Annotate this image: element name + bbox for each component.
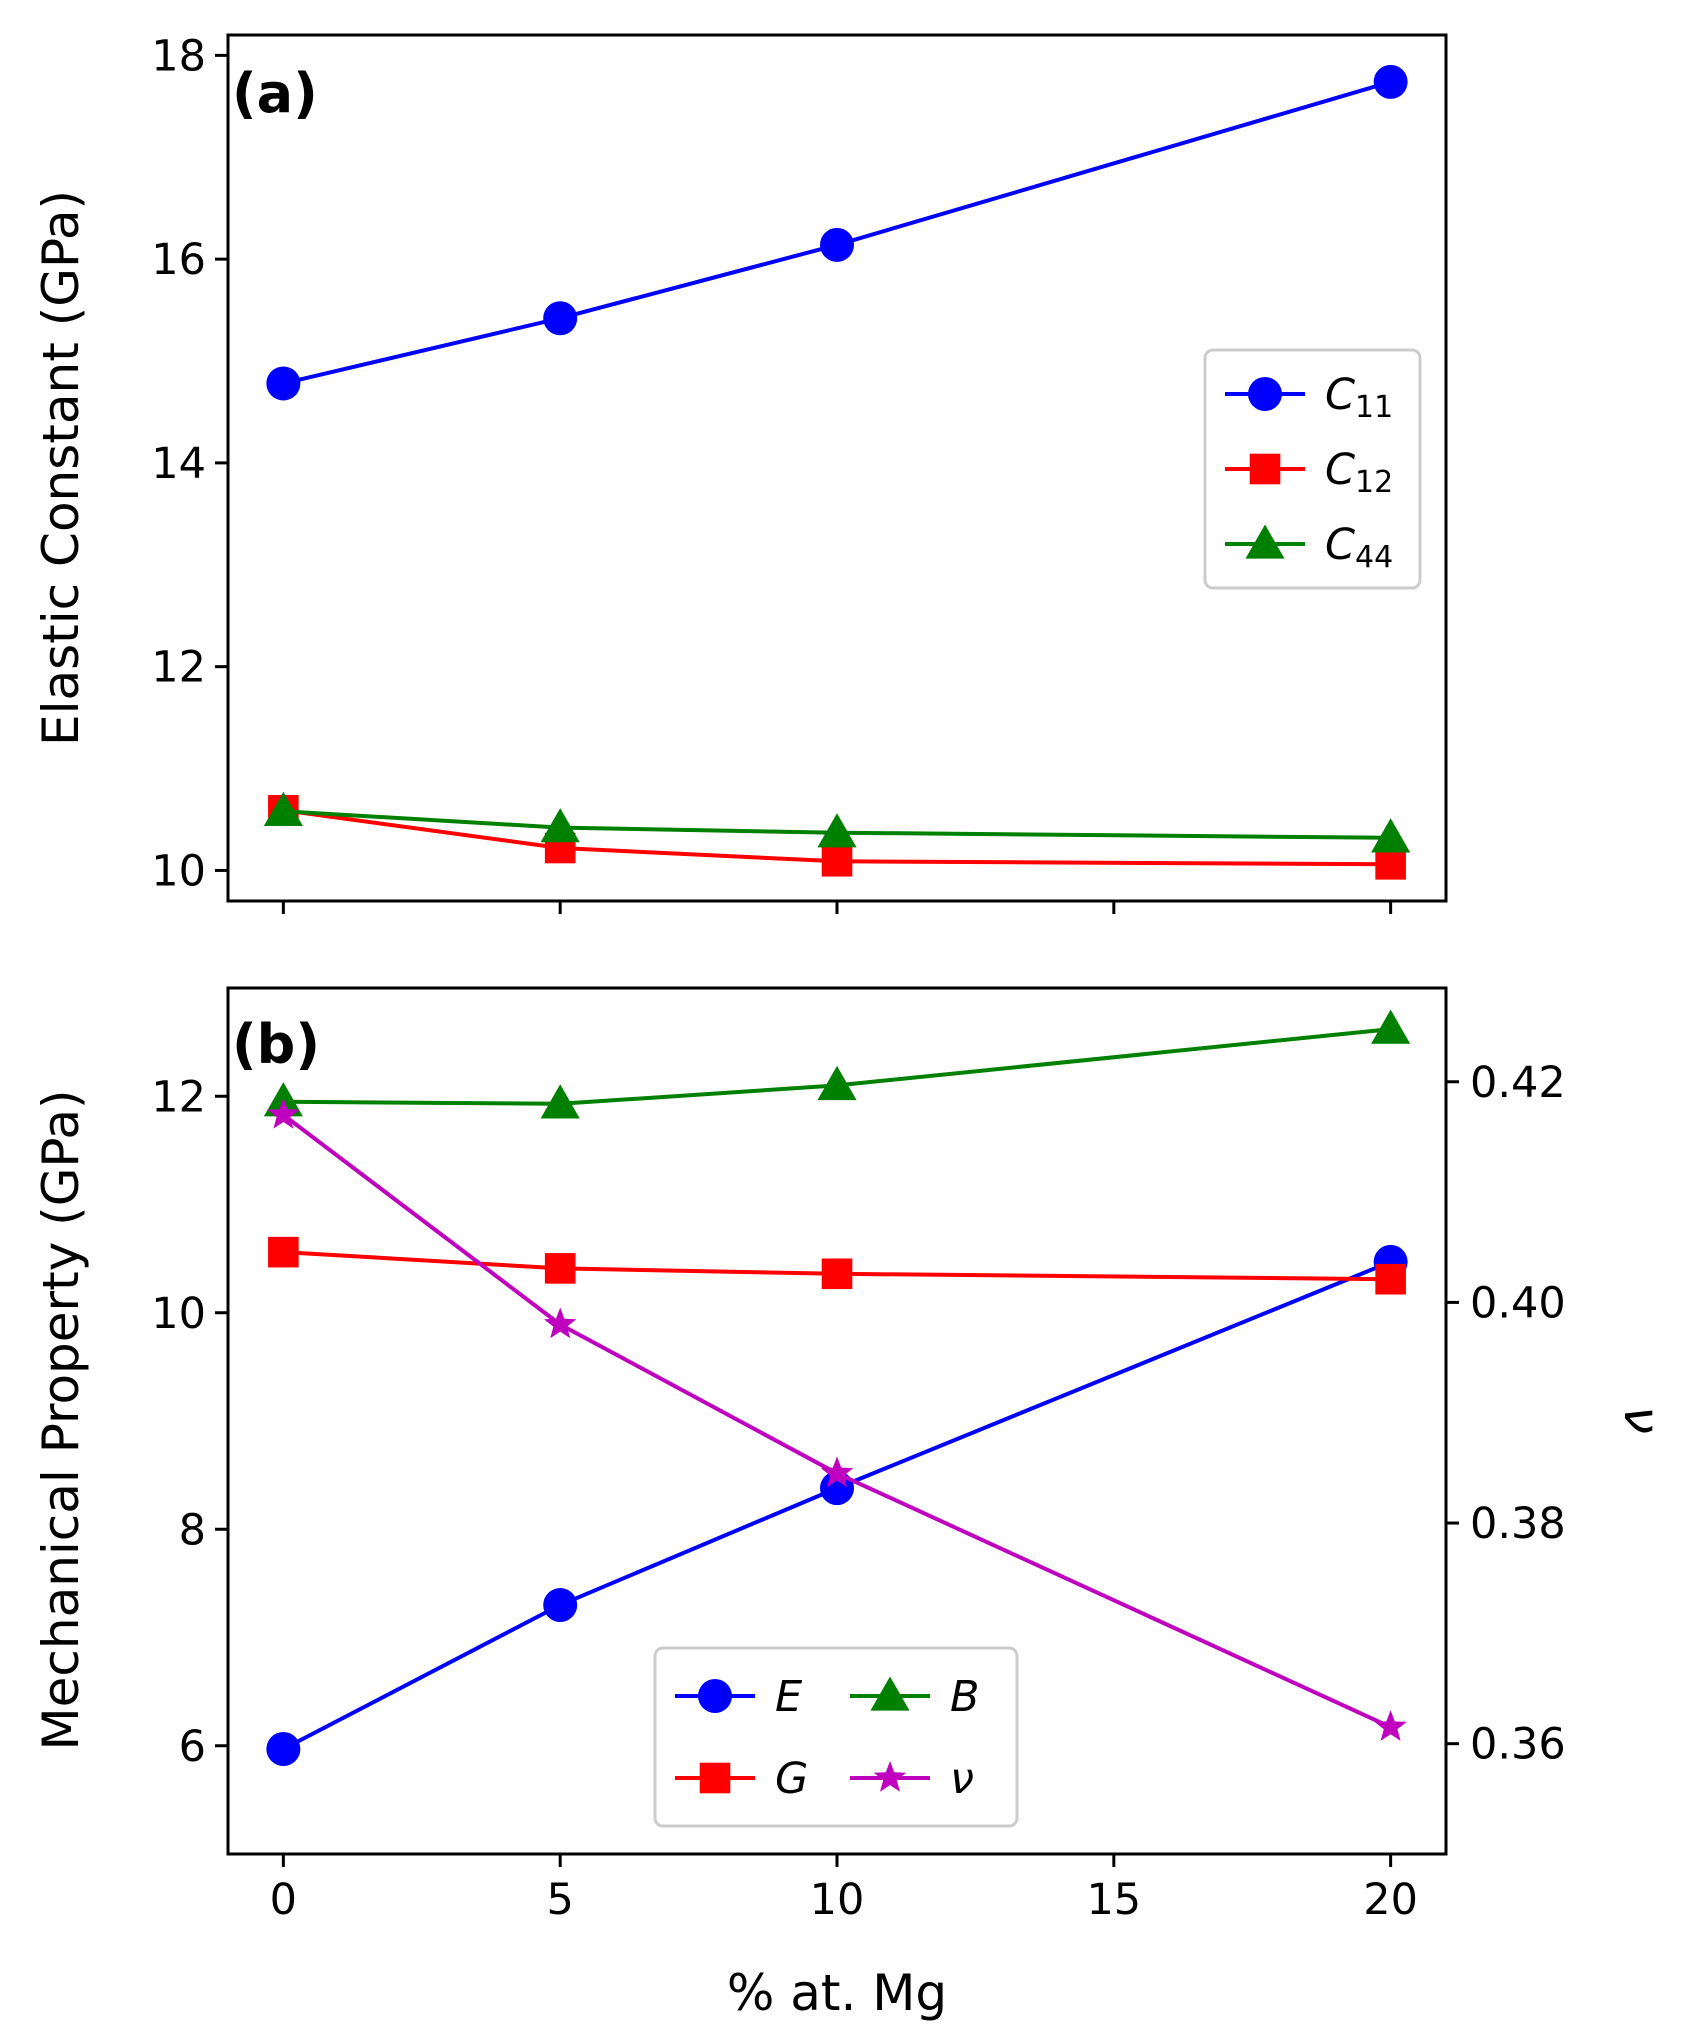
panel-b-y-axis-title: Mechanical Property (GPa) — [32, 1090, 90, 1751]
data-point-ν — [820, 1456, 854, 1488]
data-point-e — [543, 1588, 578, 1623]
data-point-g — [821, 1258, 853, 1290]
panel-b-y2-axis-title: ν — [1613, 1406, 1671, 1434]
series-line-e — [282, 1260, 1392, 1751]
panel-b-ticks: 0 5 10 15 20 6 8 10 12 0.36 0.38 0.40 0.42 — [151, 1058, 1565, 1925]
legend-marker — [870, 1676, 910, 1711]
panel-b-frame — [226, 986, 1448, 1856]
y2-tick-label: 0.36 — [1470, 1720, 1566, 1770]
series-line-g — [283, 1250, 1391, 1282]
panel-b-legend: E B G ν — [653, 1646, 1019, 1828]
legend-label-b: B — [950, 1672, 980, 1722]
x-tick-label: 15 — [1086, 1875, 1141, 1925]
data-point-c11 — [1373, 64, 1408, 99]
data-point-c44 — [263, 791, 303, 827]
data-point-c12 — [821, 845, 853, 877]
panel-b-label: (b) — [232, 1013, 320, 1076]
x-tick-label: 0 — [270, 1875, 297, 1925]
data-point-ν — [267, 1097, 300, 1129]
series-line-c44 — [283, 809, 1391, 840]
legend-marker — [699, 1762, 731, 1794]
data-point-c12 — [1375, 849, 1406, 880]
y-tick-label: 16 — [151, 235, 206, 285]
data-point-b — [817, 1065, 857, 1101]
y-tick-label: 14 — [151, 439, 206, 489]
data-point-c44 — [817, 813, 857, 848]
series-line-c12 — [283, 808, 1391, 867]
panel-b: 0 5 10 15 20 6 8 10 12 0.36 0.38 0.40 0.42 (b) Mecha… — [32, 986, 1671, 2022]
data-point-c44 — [540, 808, 580, 843]
data-point-ν — [544, 1307, 577, 1339]
legend-marker — [1245, 524, 1285, 559]
panel-b-x-axis-title: % at. Mg — [727, 1964, 947, 2022]
legend-label-e: E — [775, 1672, 803, 1722]
legend-marker — [698, 1679, 732, 1713]
panel-a-series — [263, 64, 1411, 880]
y-tick-label: 12 — [151, 643, 206, 693]
legend-marker — [873, 1761, 907, 1792]
panel-a-ticks: 10 12 14 16 18 — [151, 31, 1393, 914]
data-point-ν — [1374, 1710, 1407, 1741]
series-line-ν — [282, 1113, 1392, 1729]
panel-a: 10 12 14 16 18 (a) Elastic Constant (GPa) C1… — [32, 31, 1448, 914]
x-tick-label: 20 — [1363, 1875, 1418, 1925]
y-tick-label: 6 — [179, 1722, 206, 1772]
panel-a-frame — [226, 33, 1448, 903]
y-tick-label: 18 — [151, 31, 206, 81]
data-point-c11 — [543, 301, 578, 336]
y-tick-label: 8 — [179, 1505, 206, 1555]
y-tick-label: 10 — [151, 846, 206, 896]
panel-a-y-axis-title: Elastic Constant (GPa) — [32, 190, 90, 746]
data-point-c11 — [820, 227, 854, 262]
y2-tick-label: 0.40 — [1470, 1278, 1566, 1328]
panel-a-label: (a) — [232, 62, 318, 125]
y-tick-label: 10 — [151, 1289, 206, 1339]
legend-marker — [1248, 377, 1282, 411]
legend-box — [653, 1646, 1019, 1828]
data-point-e — [266, 1731, 301, 1766]
data-point-e — [820, 1471, 854, 1506]
legend-marker — [1249, 453, 1281, 485]
legend-label-g: G — [775, 1754, 808, 1804]
x-tick-label: 10 — [810, 1875, 865, 1925]
series-line-b — [283, 1027, 1391, 1106]
legend-label-nu: ν — [950, 1754, 974, 1804]
data-point-b — [1371, 1009, 1411, 1044]
data-point-g — [544, 1253, 576, 1284]
data-point-c44 — [1371, 818, 1411, 853]
y2-tick-label: 0.42 — [1470, 1058, 1566, 1108]
panel-b-series — [263, 1009, 1411, 1766]
y-tick-label: 12 — [151, 1072, 206, 1122]
data-point-g — [1375, 1263, 1406, 1295]
data-point-g — [268, 1236, 299, 1268]
x-tick-label: 5 — [547, 1875, 574, 1925]
data-point-b — [540, 1084, 580, 1119]
y2-tick-label: 0.38 — [1470, 1499, 1566, 1549]
data-point-c11 — [266, 366, 301, 401]
series-line-c11 — [282, 79, 1392, 386]
